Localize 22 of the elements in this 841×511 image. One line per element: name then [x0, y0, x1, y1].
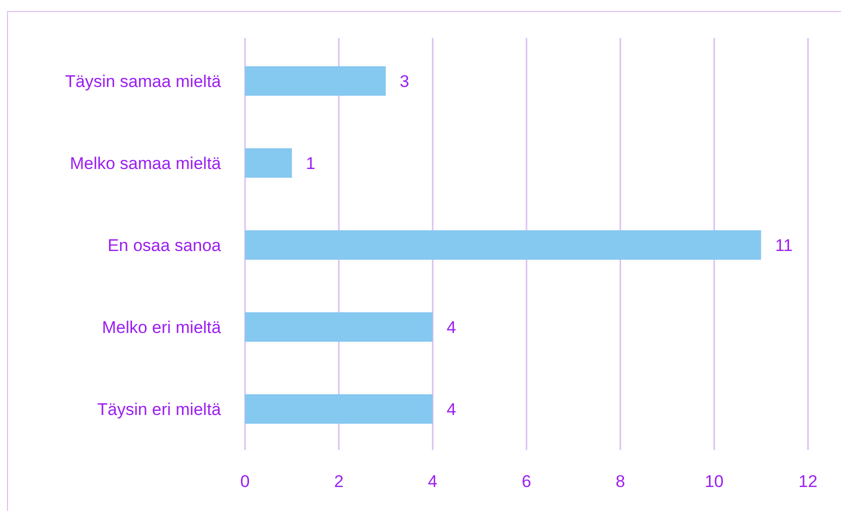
bar: [245, 148, 292, 178]
bar: [245, 230, 762, 260]
y-tick-label: Melko samaa mieltä: [70, 154, 222, 173]
x-tick-label: 6: [522, 472, 532, 491]
data-label: 3: [400, 72, 410, 91]
x-tick-label: 8: [616, 472, 626, 491]
y-tick-label: Melko eri mieltä: [102, 318, 222, 337]
y-tick-label: En osaa sanoa: [108, 236, 222, 255]
y-tick-label: Täysin eri mieltä: [97, 400, 222, 419]
x-tick-label: 2: [334, 472, 344, 491]
x-tick-label: 0: [240, 472, 250, 491]
data-label: 4: [446, 400, 456, 419]
bar: [245, 312, 433, 342]
y-tick-label: Täysin samaa mieltä: [65, 72, 222, 91]
x-tick-label: 12: [798, 472, 818, 491]
bar: [245, 394, 433, 424]
data-label: 1: [306, 154, 316, 173]
bar: [245, 66, 386, 96]
data-label: 11: [775, 236, 793, 255]
x-tick-label: 10: [704, 472, 724, 491]
x-tick-label: 4: [428, 472, 438, 491]
data-label: 4: [446, 318, 456, 337]
